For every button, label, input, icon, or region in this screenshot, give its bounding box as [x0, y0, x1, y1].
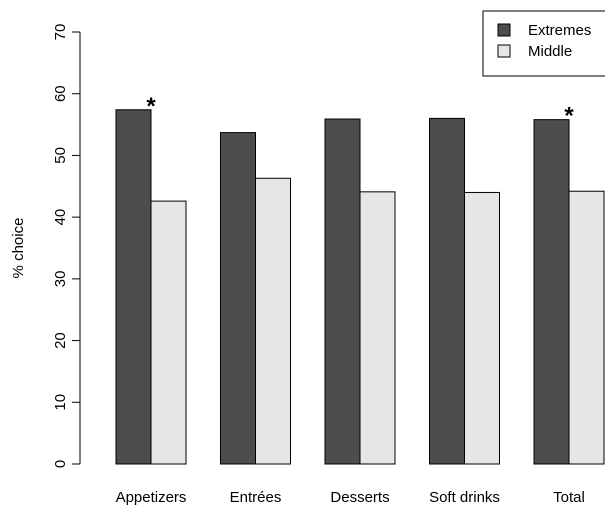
y-tick-label: 40 — [52, 209, 69, 226]
bar-extremes-1 — [220, 132, 256, 465]
legend-label-extremes: Extremes — [528, 22, 591, 39]
legend-swatch-middle — [497, 44, 511, 58]
legend: Extremes Middle — [482, 10, 605, 77]
y-tick-label: 70 — [52, 24, 69, 41]
legend-swatch-extremes — [497, 23, 511, 37]
y-tick-label: 60 — [52, 85, 69, 102]
y-axis-label: % choice — [10, 218, 27, 279]
bar-middle-0 — [150, 200, 187, 465]
significance-star: * — [146, 93, 156, 120]
y-tick-label: 0 — [52, 460, 69, 468]
x-tick-label: Soft drinks — [429, 489, 500, 506]
y-axis: 0 10 20 30 40 50 60 70 — [52, 24, 81, 468]
legend-box — [482, 10, 605, 77]
y-tick-label: 30 — [52, 271, 69, 288]
significance-star: * — [564, 103, 574, 130]
bars — [115, 109, 605, 465]
bar-extremes-2 — [324, 118, 361, 465]
bar-middle-1 — [255, 177, 291, 465]
x-tick-label: Entrées — [230, 489, 282, 506]
x-tick-label: Total — [553, 489, 585, 506]
y-tick-label: 20 — [52, 332, 69, 349]
bar-middle-2 — [359, 191, 396, 465]
x-axis-tick-labels: Appetizers Entrées Desserts Soft drinks Tota… — [116, 489, 585, 506]
y-tick-label: 50 — [52, 147, 69, 164]
significance-annotations: * * — [146, 93, 574, 130]
x-tick-label: Appetizers — [116, 489, 187, 506]
bar-middle-3 — [464, 191, 500, 465]
bar-extremes-4 — [533, 119, 570, 465]
legend-label-middle: Middle — [528, 43, 572, 60]
bar-middle-4 — [568, 190, 605, 465]
y-tick-label: 10 — [52, 394, 69, 411]
bar-extremes-0 — [115, 109, 152, 465]
bar-extremes-3 — [429, 117, 465, 465]
x-tick-label: Desserts — [330, 489, 389, 506]
